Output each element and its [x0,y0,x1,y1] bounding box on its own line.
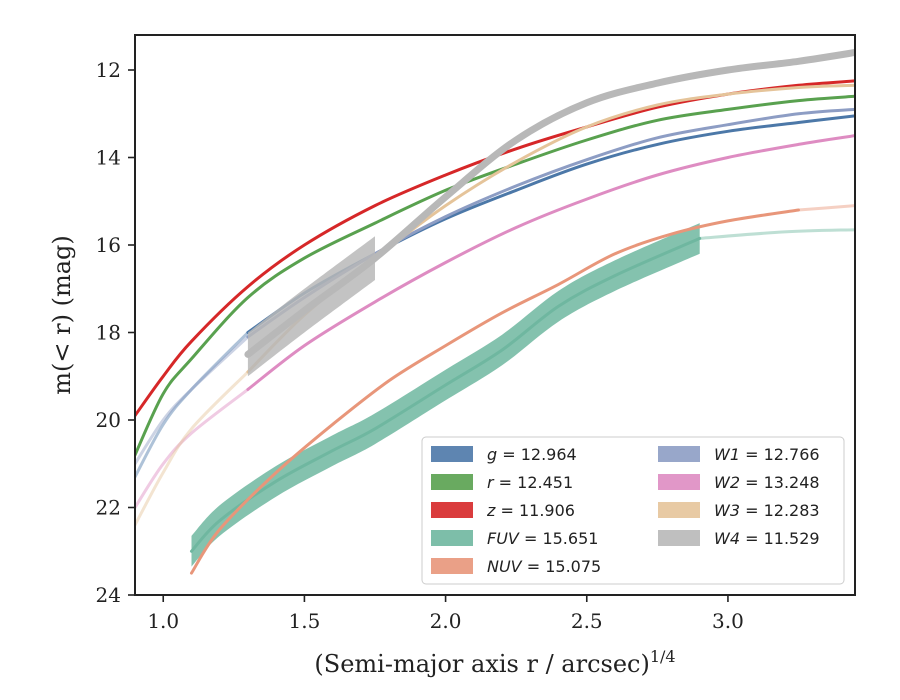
legend-swatch [431,502,473,518]
legend: g = 12.964 r = 12.451 z = 11.906 FUV = 15.6… [421,436,845,585]
legend-label: W4 = 11.529 [714,529,820,548]
legend-item-w3: W3 = 12.283 [658,501,820,520]
legend-swatch [431,558,473,574]
legend-label: z = 11.906 [486,501,575,520]
series-r [135,94,855,457]
series-line-r [135,94,855,457]
legend-swatch [658,474,700,490]
x-tick-label: 3.0 [712,609,744,633]
series-layer [135,49,855,575]
legend-swatch [658,502,700,518]
legend-item-nuv: NUV = 15.075 [431,557,601,576]
legend-item-w4: W4 = 11.529 [658,529,820,548]
x-tick-label: 2.0 [430,609,462,633]
legend-swatch [431,446,473,462]
ticks-layer: 1.0 1.5 2.0 2.5 3.0 12 14 16 18 20 22 24 [96,58,744,633]
legend-item-z: z = 11.906 [431,501,575,520]
legend-label: g = 12.964 [487,445,577,464]
legend-label: r = 12.451 [487,473,573,492]
x-axis-label: (Semi-major axis r / arcsec)1/4 [314,647,675,678]
series-nuv [190,204,855,575]
series-line-w4 [244,49,855,358]
legend-item-fuv: FUV = 15.651 [431,529,598,548]
y-tick-label: 12 [96,58,121,82]
series-faint-end-nuv [797,204,855,212]
series-faint-start-w3 [135,370,250,527]
legend-item-r: r = 12.451 [431,473,573,492]
y-tick-label: 20 [96,408,121,432]
legend-label: FUV = 15.651 [487,529,598,548]
series-line-w2 [246,134,855,391]
legend-box [421,436,845,585]
series-band-fuv [191,223,700,567]
legend-swatch [431,530,473,546]
plot-frame [134,34,856,596]
y-tick-label: 24 [96,583,121,607]
x-tick-label: 2.5 [571,609,603,633]
legend-item-w2: W2 = 13.248 [658,473,820,492]
legend-label: NUV = 15.075 [487,557,601,576]
legend-swatch [658,446,700,462]
legend-item-w1: W1 = 12.766 [658,445,820,464]
x-axis-label-text: (Semi-major axis r / arcsec) [314,650,649,678]
series-faint-start-w1 [135,335,250,466]
y-tick-label: 16 [96,233,121,257]
series-faint-start-w2 [135,387,250,509]
series-line-w3 [246,83,855,374]
y-tick-label: 22 [96,496,121,520]
series-w2 [135,134,855,509]
legend-label: W3 = 12.283 [714,501,820,520]
legend-label: W2 = 13.248 [714,473,820,492]
x-tick-label: 1.5 [289,609,321,633]
legend-swatch [658,530,700,546]
y-axis-label: m(< r) (mag) [48,235,76,394]
legend-swatch [431,474,473,490]
series-faint-end-fuv [698,228,855,240]
y-tick-label: 14 [96,146,121,170]
x-tick-label: 1.0 [147,609,179,633]
legend-label: W1 = 12.766 [714,445,820,464]
series-faint-start-g [135,331,250,479]
x-axis-label-sup: 1/4 [650,647,676,666]
series-w1 [135,107,855,466]
legend-item-g: g = 12.964 [431,445,577,464]
series-w4 [244,49,855,377]
y-tick-label: 18 [96,321,121,345]
series-line-nuv [190,208,800,575]
